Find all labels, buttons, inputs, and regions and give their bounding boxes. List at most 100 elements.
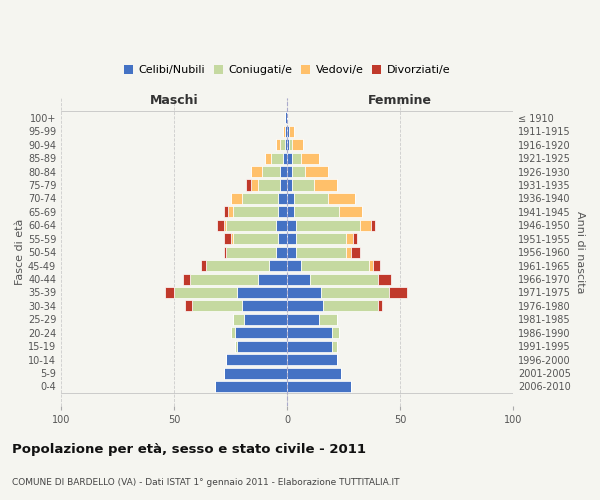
Bar — [280, 166, 287, 177]
Bar — [294, 193, 328, 204]
Bar — [229, 206, 233, 218]
Bar — [230, 193, 242, 204]
Bar — [296, 233, 346, 244]
Bar — [276, 139, 280, 150]
Bar — [201, 260, 206, 271]
Text: Popolazione per età, sesso e stato civile - 2011: Popolazione per età, sesso e stato civil… — [12, 442, 366, 456]
Bar — [287, 368, 341, 378]
Bar — [305, 166, 328, 177]
Bar — [346, 246, 350, 258]
Bar — [289, 126, 294, 137]
Bar — [215, 381, 287, 392]
Bar — [224, 206, 229, 218]
Bar — [323, 300, 377, 312]
Bar — [238, 340, 287, 351]
Bar — [278, 206, 287, 218]
Bar — [230, 233, 233, 244]
Bar — [350, 246, 359, 258]
Bar — [251, 180, 258, 190]
Bar — [319, 314, 337, 325]
Bar — [389, 287, 407, 298]
Bar — [287, 139, 289, 150]
Bar — [276, 220, 287, 231]
Bar — [296, 246, 346, 258]
Bar — [287, 180, 292, 190]
Bar — [280, 139, 285, 150]
Bar — [269, 260, 287, 271]
Bar — [258, 274, 287, 284]
Bar — [332, 340, 337, 351]
Bar — [287, 274, 310, 284]
Bar — [262, 166, 280, 177]
Bar — [292, 166, 305, 177]
Bar — [224, 233, 230, 244]
Bar — [283, 152, 287, 164]
Bar — [287, 246, 296, 258]
Bar — [235, 340, 238, 351]
Bar — [339, 206, 362, 218]
Bar — [217, 220, 224, 231]
Bar — [276, 246, 287, 258]
Bar — [287, 260, 301, 271]
Bar — [242, 300, 287, 312]
Bar — [377, 300, 382, 312]
Bar — [373, 260, 380, 271]
Text: COMUNE DI BARDELLO (VA) - Dati ISTAT 1° gennaio 2011 - Elaborazione TUTTITALIA.I: COMUNE DI BARDELLO (VA) - Dati ISTAT 1° … — [12, 478, 400, 487]
Bar — [190, 274, 258, 284]
Bar — [328, 193, 355, 204]
Bar — [285, 112, 287, 124]
Text: Maschi: Maschi — [150, 94, 199, 107]
Bar — [244, 314, 287, 325]
Bar — [242, 193, 278, 204]
Bar — [226, 354, 287, 365]
Bar — [233, 314, 244, 325]
Bar — [292, 139, 303, 150]
Bar — [346, 233, 353, 244]
Bar — [287, 354, 337, 365]
Text: Femmine: Femmine — [368, 94, 432, 107]
Bar — [233, 206, 278, 218]
Bar — [287, 340, 332, 351]
Bar — [251, 166, 262, 177]
Bar — [271, 152, 283, 164]
Bar — [287, 381, 350, 392]
Bar — [235, 327, 287, 338]
Bar — [287, 166, 292, 177]
Bar — [287, 193, 294, 204]
Bar — [224, 246, 226, 258]
Bar — [226, 246, 276, 258]
Bar — [287, 206, 294, 218]
Bar — [353, 233, 358, 244]
Bar — [206, 260, 269, 271]
Bar — [301, 152, 319, 164]
Bar — [287, 287, 321, 298]
Bar — [280, 180, 287, 190]
Bar — [310, 274, 377, 284]
Bar — [292, 180, 314, 190]
Bar — [377, 274, 391, 284]
Bar — [174, 287, 238, 298]
Bar — [183, 274, 190, 284]
Bar — [283, 126, 285, 137]
Y-axis label: Fasce di età: Fasce di età — [15, 219, 25, 286]
Bar — [371, 220, 376, 231]
Bar — [287, 314, 319, 325]
Bar — [192, 300, 242, 312]
Bar — [238, 287, 287, 298]
Bar — [368, 260, 373, 271]
Legend: Celibi/Nubili, Coniugati/e, Vedovi/e, Divorziati/e: Celibi/Nubili, Coniugati/e, Vedovi/e, Di… — [119, 61, 455, 80]
Bar — [287, 300, 323, 312]
Bar — [287, 220, 296, 231]
Bar — [278, 233, 287, 244]
Bar — [287, 152, 292, 164]
Bar — [314, 180, 337, 190]
Bar — [301, 260, 368, 271]
Bar — [292, 152, 301, 164]
Bar — [265, 152, 271, 164]
Bar — [165, 287, 174, 298]
Bar — [321, 287, 389, 298]
Bar — [285, 139, 287, 150]
Bar — [294, 206, 339, 218]
Bar — [247, 180, 251, 190]
Bar — [233, 233, 278, 244]
